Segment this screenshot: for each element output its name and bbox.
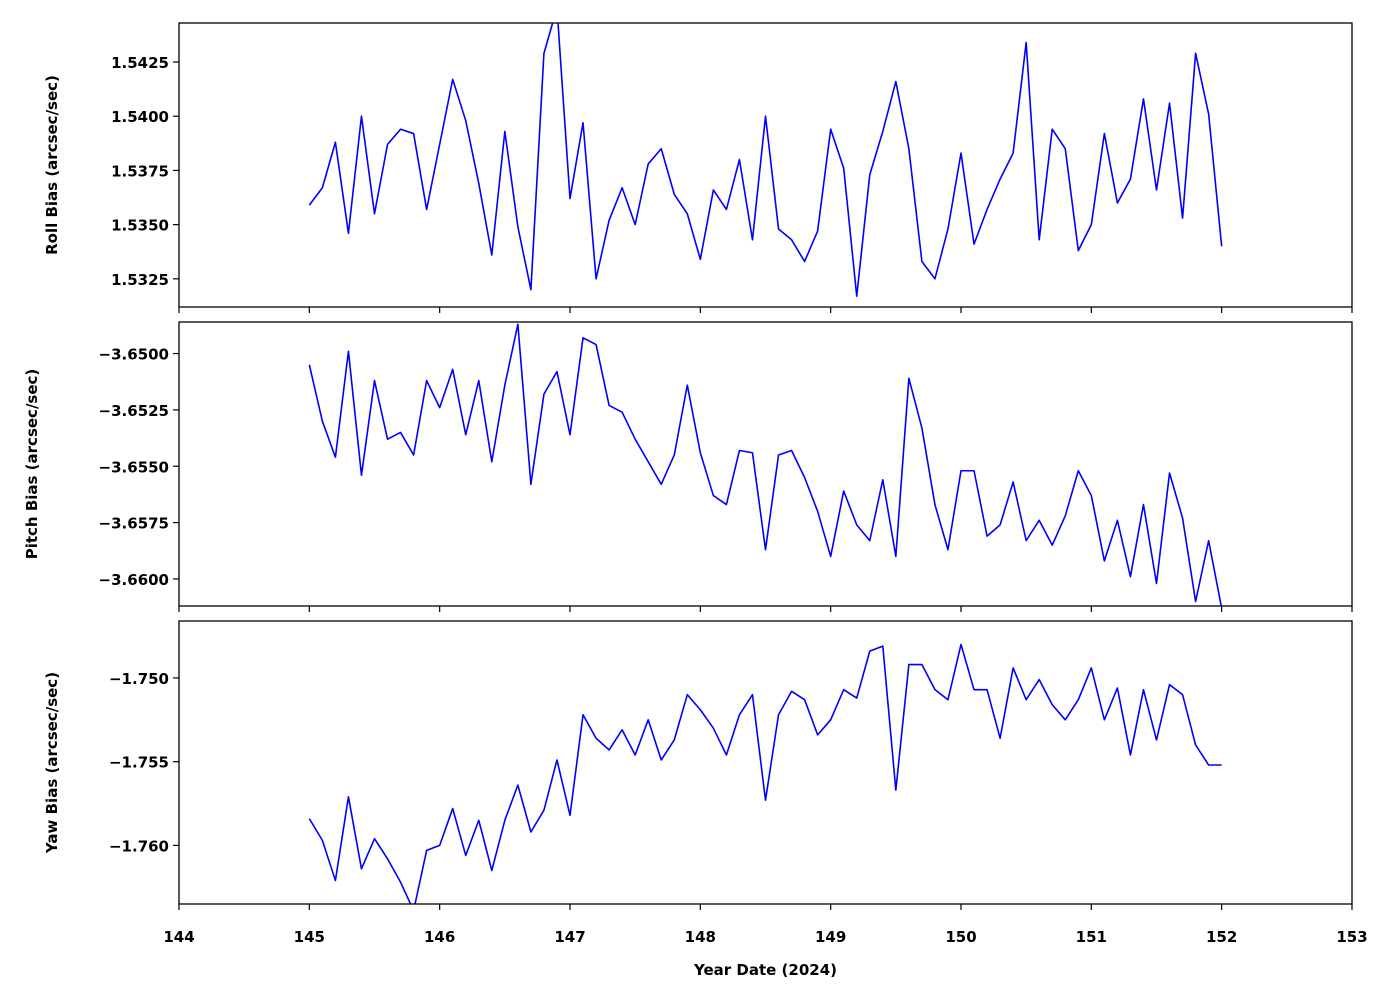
data-line [308,323,1223,606]
data-line [308,23,1223,297]
axes-frame [178,22,1353,308]
y-axis-label: Pitch Bias (arcsec/sec) [23,369,41,560]
x-tick-label: 147 [554,928,585,946]
y-tick-label: 1.5350 [111,217,169,235]
axes-frame [178,620,1353,905]
y-tick-label: 1.5425 [111,54,169,72]
y-tick-label: −3.6600 [99,571,169,589]
x-tick-label: 146 [424,928,455,946]
x-axis-label: Year Date (2024) [693,961,837,979]
y-tick-label: −3.6575 [99,515,169,533]
x-tick-label: 149 [815,928,846,946]
y-axis-label: Roll Bias (arcsec/sec) [43,75,61,255]
x-tick-label: 148 [685,928,716,946]
y-tick-label: 1.5375 [111,162,169,180]
data-line [308,643,1222,904]
x-tick-label: 150 [945,928,976,946]
y-tick-label: −3.6525 [99,402,169,420]
x-tick-label: 153 [1336,928,1367,946]
y-tick-label: 1.5325 [111,271,169,289]
y-tick-label: −1.760 [109,837,169,855]
plot-area [308,323,1223,606]
y-tick-label: −3.6500 [99,346,169,364]
y-tick-label: −3.6550 [99,458,169,476]
y-tick-label: 1.5400 [111,108,169,126]
x-tick-label: 144 [163,928,194,946]
plot-area [308,23,1223,297]
x-tick-label: 151 [1076,928,1107,946]
plot-area [308,643,1222,904]
x-tick-label: 145 [294,928,325,946]
x-tick-label: 152 [1206,928,1237,946]
y-axis-label: Yaw Bias (arcsec/sec) [43,672,61,854]
y-tick-label: −1.755 [109,754,169,772]
y-tick-label: −1.750 [109,670,169,688]
axes-frame [178,321,1353,607]
